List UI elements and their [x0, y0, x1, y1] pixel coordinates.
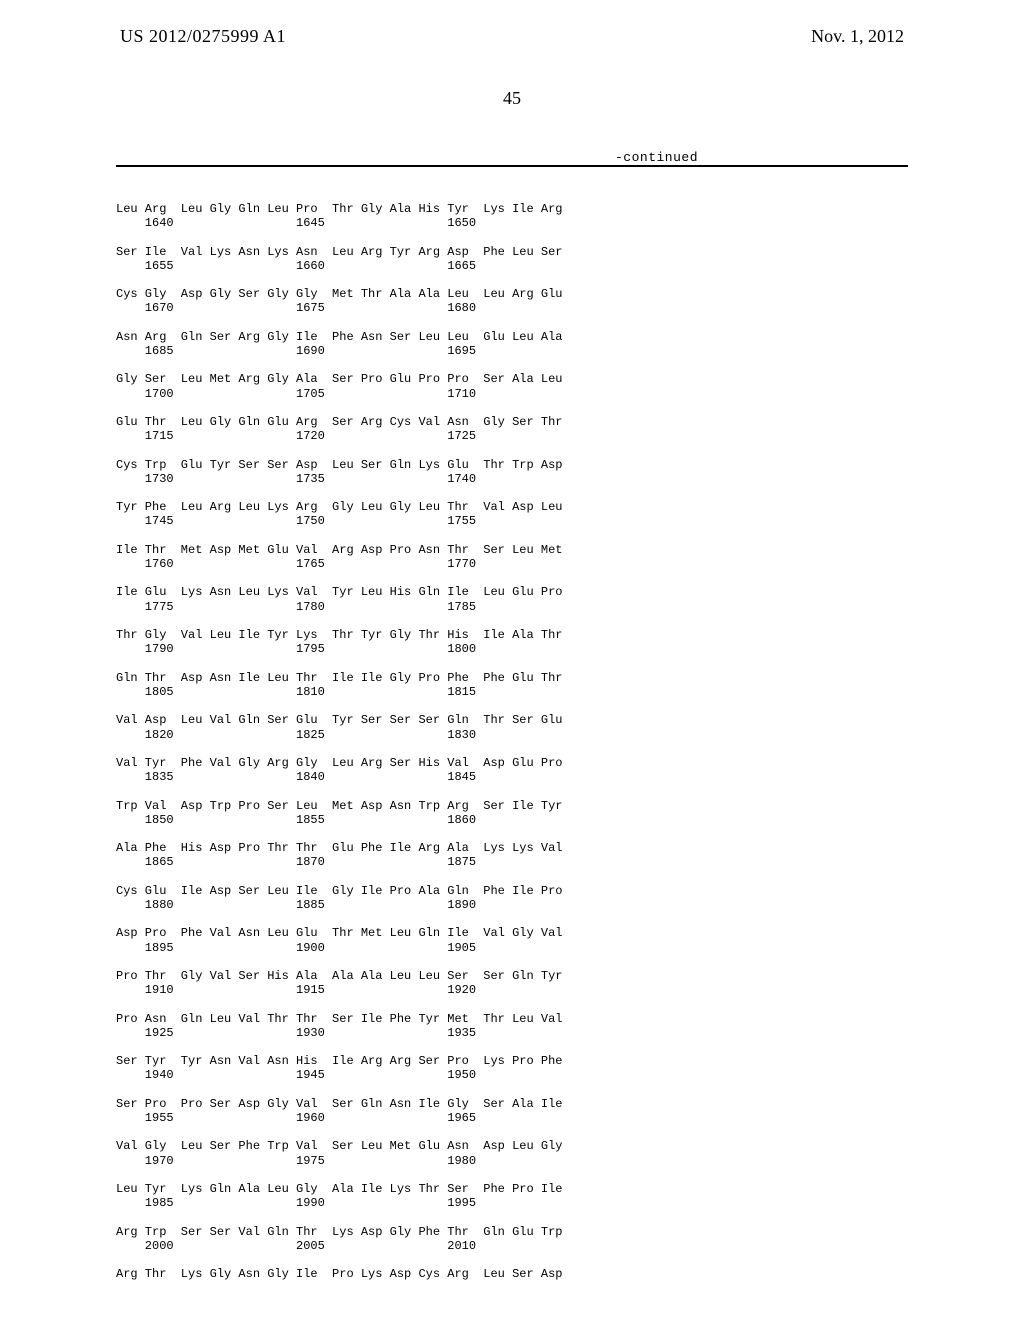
continued-header: -continued [116, 150, 908, 169]
continued-label: -continued [116, 150, 908, 165]
continued-rule [116, 165, 908, 167]
publication-date: Nov. 1, 2012 [811, 26, 904, 47]
page: US 2012/0275999 A1 Nov. 1, 2012 45 -cont… [0, 0, 1024, 1320]
page-number: 45 [0, 88, 1024, 109]
publication-number: US 2012/0275999 A1 [120, 26, 286, 47]
sequence-listing: Leu Arg Leu Gly Gln Leu Pro Thr Gly Ala … [116, 202, 562, 1281]
